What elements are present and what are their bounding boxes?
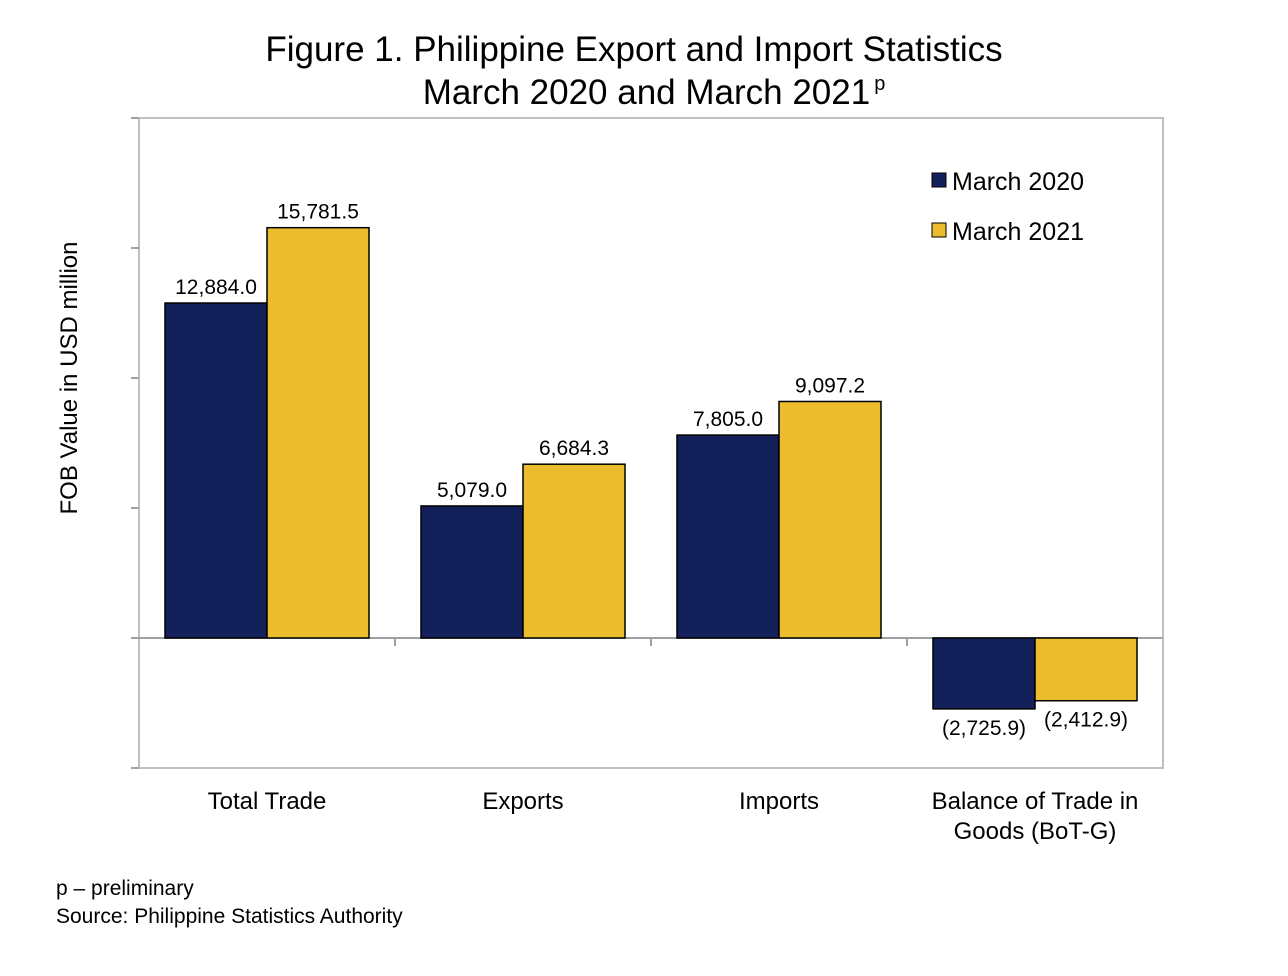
- bar: [778, 400, 882, 639]
- category-label: Goods (BoT-G): [954, 818, 1117, 845]
- footnote: p – preliminary: [56, 877, 194, 900]
- legend-swatch: [931, 172, 947, 188]
- data-label: 12,884.0: [175, 276, 257, 299]
- bar: [420, 505, 524, 639]
- category-label: Balance of Trade in: [932, 788, 1139, 815]
- category-label: Total Trade: [208, 788, 327, 815]
- plot-area: [138, 117, 1164, 769]
- bar: [266, 226, 370, 639]
- data-label: 9,097.2: [795, 374, 865, 397]
- data-label: 6,684.3: [539, 437, 609, 460]
- bars: [164, 226, 1138, 710]
- category-label: Imports: [739, 788, 819, 815]
- category-label: Exports: [482, 788, 563, 815]
- bar: [164, 302, 268, 639]
- data-label: 5,079.0: [437, 479, 507, 502]
- legend-label: March 2020: [952, 168, 1084, 196]
- category-labels: Total Trade Exports Imports Balance of Trad…: [208, 788, 1139, 845]
- bar: [676, 434, 780, 639]
- data-label: (2,725.9): [942, 717, 1026, 740]
- source-note: Source: Philippine Statistics Authority: [56, 905, 403, 928]
- data-label: 7,805.0: [693, 408, 763, 431]
- legend: March 2020 March 2021: [931, 168, 1084, 246]
- bar: [522, 463, 626, 639]
- legend-swatch: [931, 222, 947, 238]
- legend-label: March 2021: [952, 218, 1084, 246]
- chart-title-line1: Figure 1. Philippine Export and Import S…: [265, 30, 1002, 69]
- data-label: (2,412.9): [1044, 709, 1128, 732]
- chart-title-line2: March 2020 and March 2021 p: [423, 73, 886, 112]
- data-label: 15,781.5: [277, 201, 359, 224]
- bar: [1034, 637, 1138, 702]
- chart-title-superscript: p: [874, 73, 885, 95]
- chart-title-line2-text: March 2020 and March 2021: [423, 73, 871, 112]
- y-axis-label: FOB Value in USD million: [56, 242, 83, 515]
- bar: [932, 637, 1036, 710]
- data-labels: 12,884.0 5,079.0 7,805.0 (2,725.9) 15,781.5 6…: [175, 201, 1128, 740]
